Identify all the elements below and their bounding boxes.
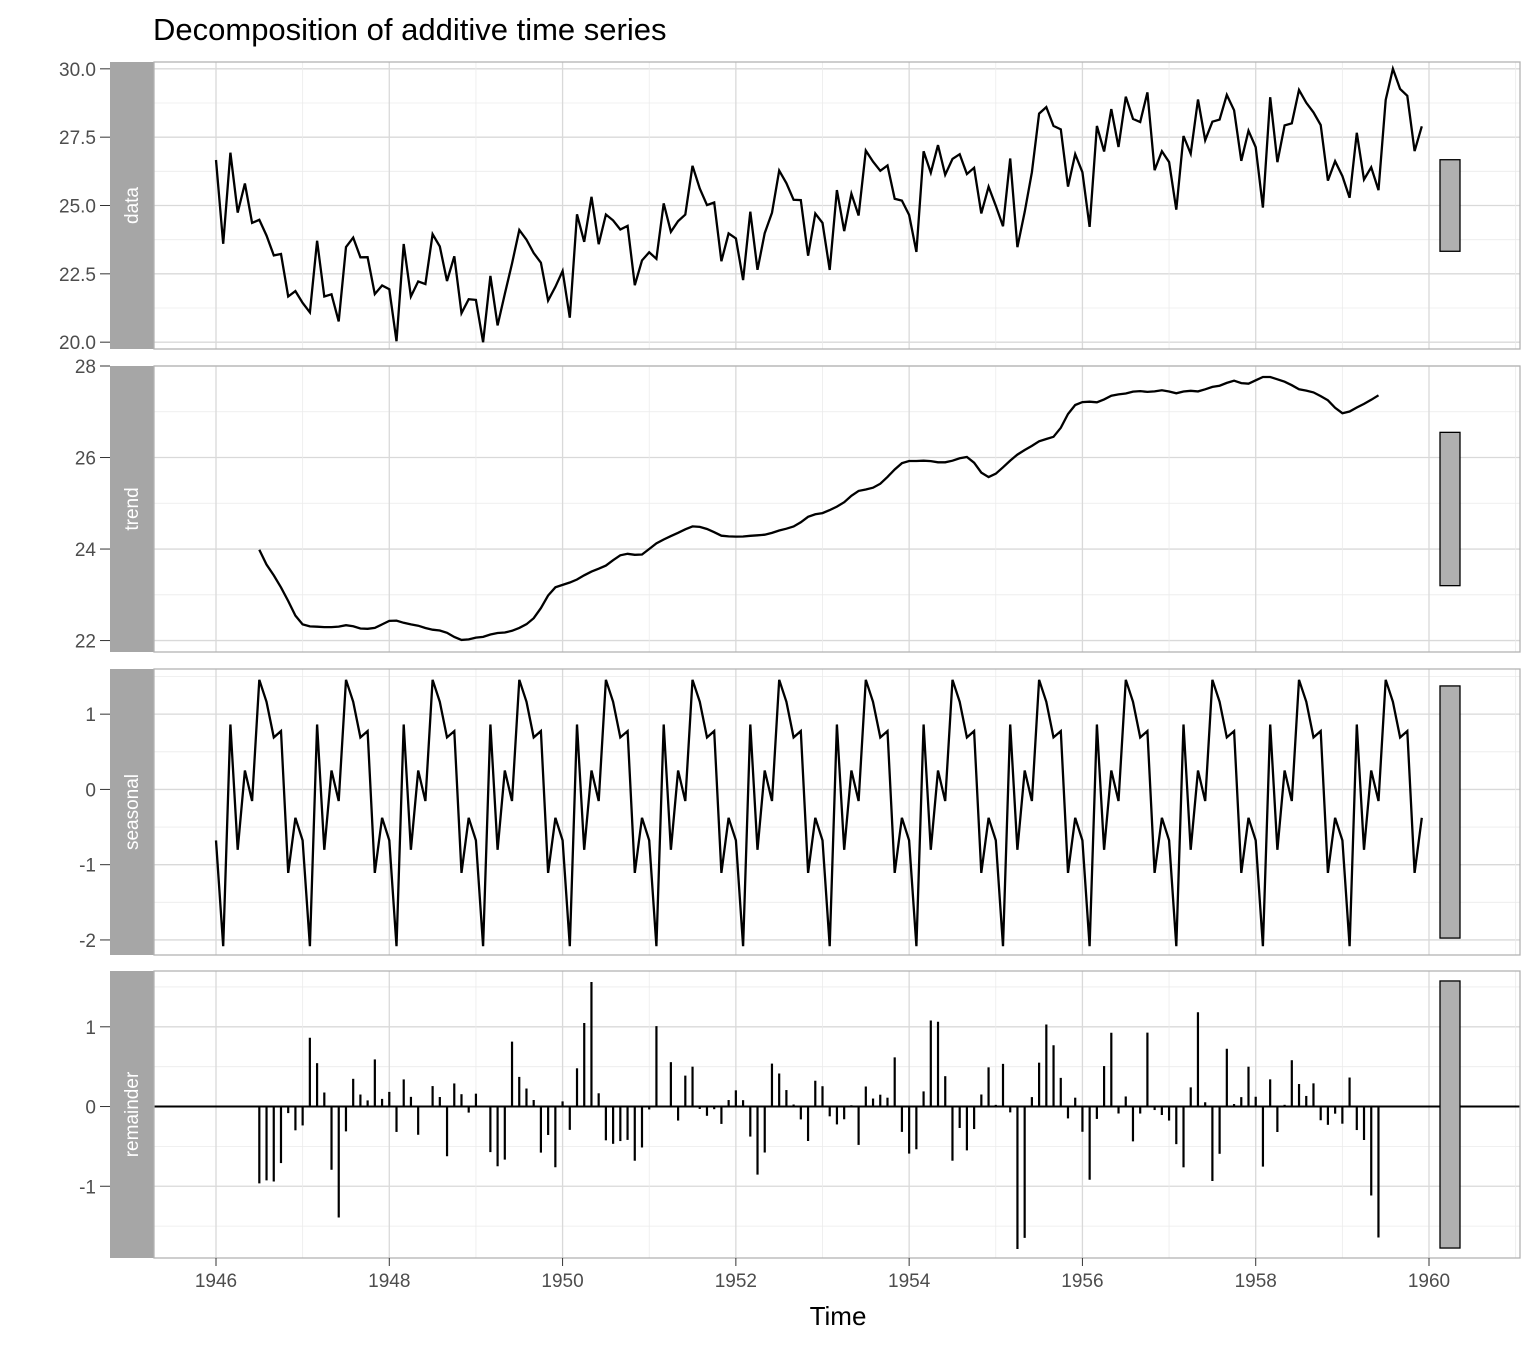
y-tick-label: 22.5 [59,265,96,286]
strip-data [110,62,154,349]
series-line-trend [258,375,1380,642]
panel-border [153,668,1521,956]
y-tick-label: 22 [75,632,96,653]
y-tick-label: 0 [85,1098,96,1119]
y-tick-label: 1 [85,705,96,726]
y-tick-label: 0 [85,780,96,801]
x-tick-label: 1954 [888,1271,931,1292]
x-axis-label: Time [810,1301,867,1331]
y-tick-label: 28 [75,357,96,378]
y-tick-label: -1 [79,1177,96,1198]
y-tick-label: -1 [79,856,96,877]
scale-bar-seasonal [1439,685,1461,939]
x-tick-label: 1950 [541,1271,583,1292]
series-line-seasonal [214,679,1423,947]
scale-bar-trend [1439,431,1461,587]
strip-remainder [110,971,154,1258]
strip-label-trend: trend [122,487,143,530]
strip-label-remainder: remainder [122,1071,143,1157]
x-tick-label: 1948 [368,1271,410,1292]
x-tick-label: 1958 [1235,1271,1277,1292]
scale-bar-data [1439,159,1461,252]
panel-border [153,365,1521,653]
panel-border [153,970,1521,1259]
y-tick-label: 20.0 [59,333,96,354]
panel-border [153,61,1521,350]
panel-background [154,669,1520,955]
y-tick-label: 25.0 [59,197,96,218]
y-tick-label: 24 [75,540,97,561]
panel-background [154,366,1520,652]
strip-seasonal [110,669,154,955]
strip-trend [110,366,154,652]
y-tick-label: 26 [75,449,96,470]
y-tick-label: 27.5 [59,128,96,149]
y-tick-label: -2 [79,931,96,952]
x-tick-label: 1960 [1408,1271,1450,1292]
x-tick-label: 1952 [715,1271,757,1292]
x-tick-label: 1946 [195,1271,237,1292]
y-tick-label: 30.0 [59,60,96,81]
x-tick-label: 1956 [1061,1271,1103,1292]
strip-label-seasonal: seasonal [122,774,143,850]
chart-title: Decomposition of additive time series [153,12,666,47]
scale-bar-remainder [1439,980,1461,1249]
strip-label-data: data [122,187,143,224]
series-line-data [214,64,1423,343]
y-tick-label: 1 [85,1018,96,1039]
